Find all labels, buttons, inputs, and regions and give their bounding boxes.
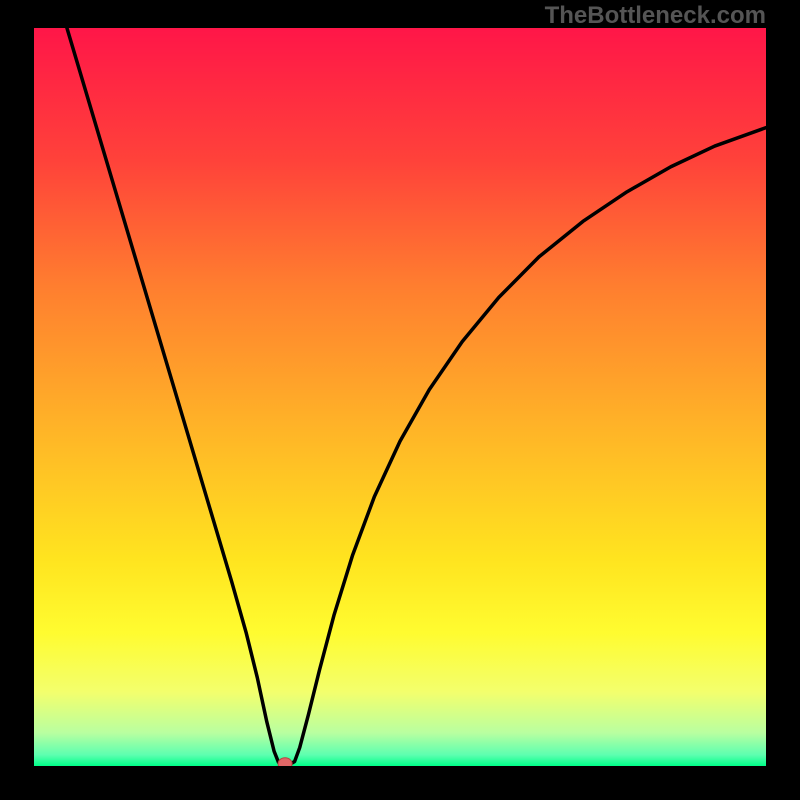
chart-svg	[34, 28, 766, 766]
optimum-marker	[278, 758, 292, 766]
plot-area	[34, 28, 766, 766]
watermark-text: TheBottleneck.com	[545, 2, 766, 30]
gradient-background	[34, 28, 766, 766]
